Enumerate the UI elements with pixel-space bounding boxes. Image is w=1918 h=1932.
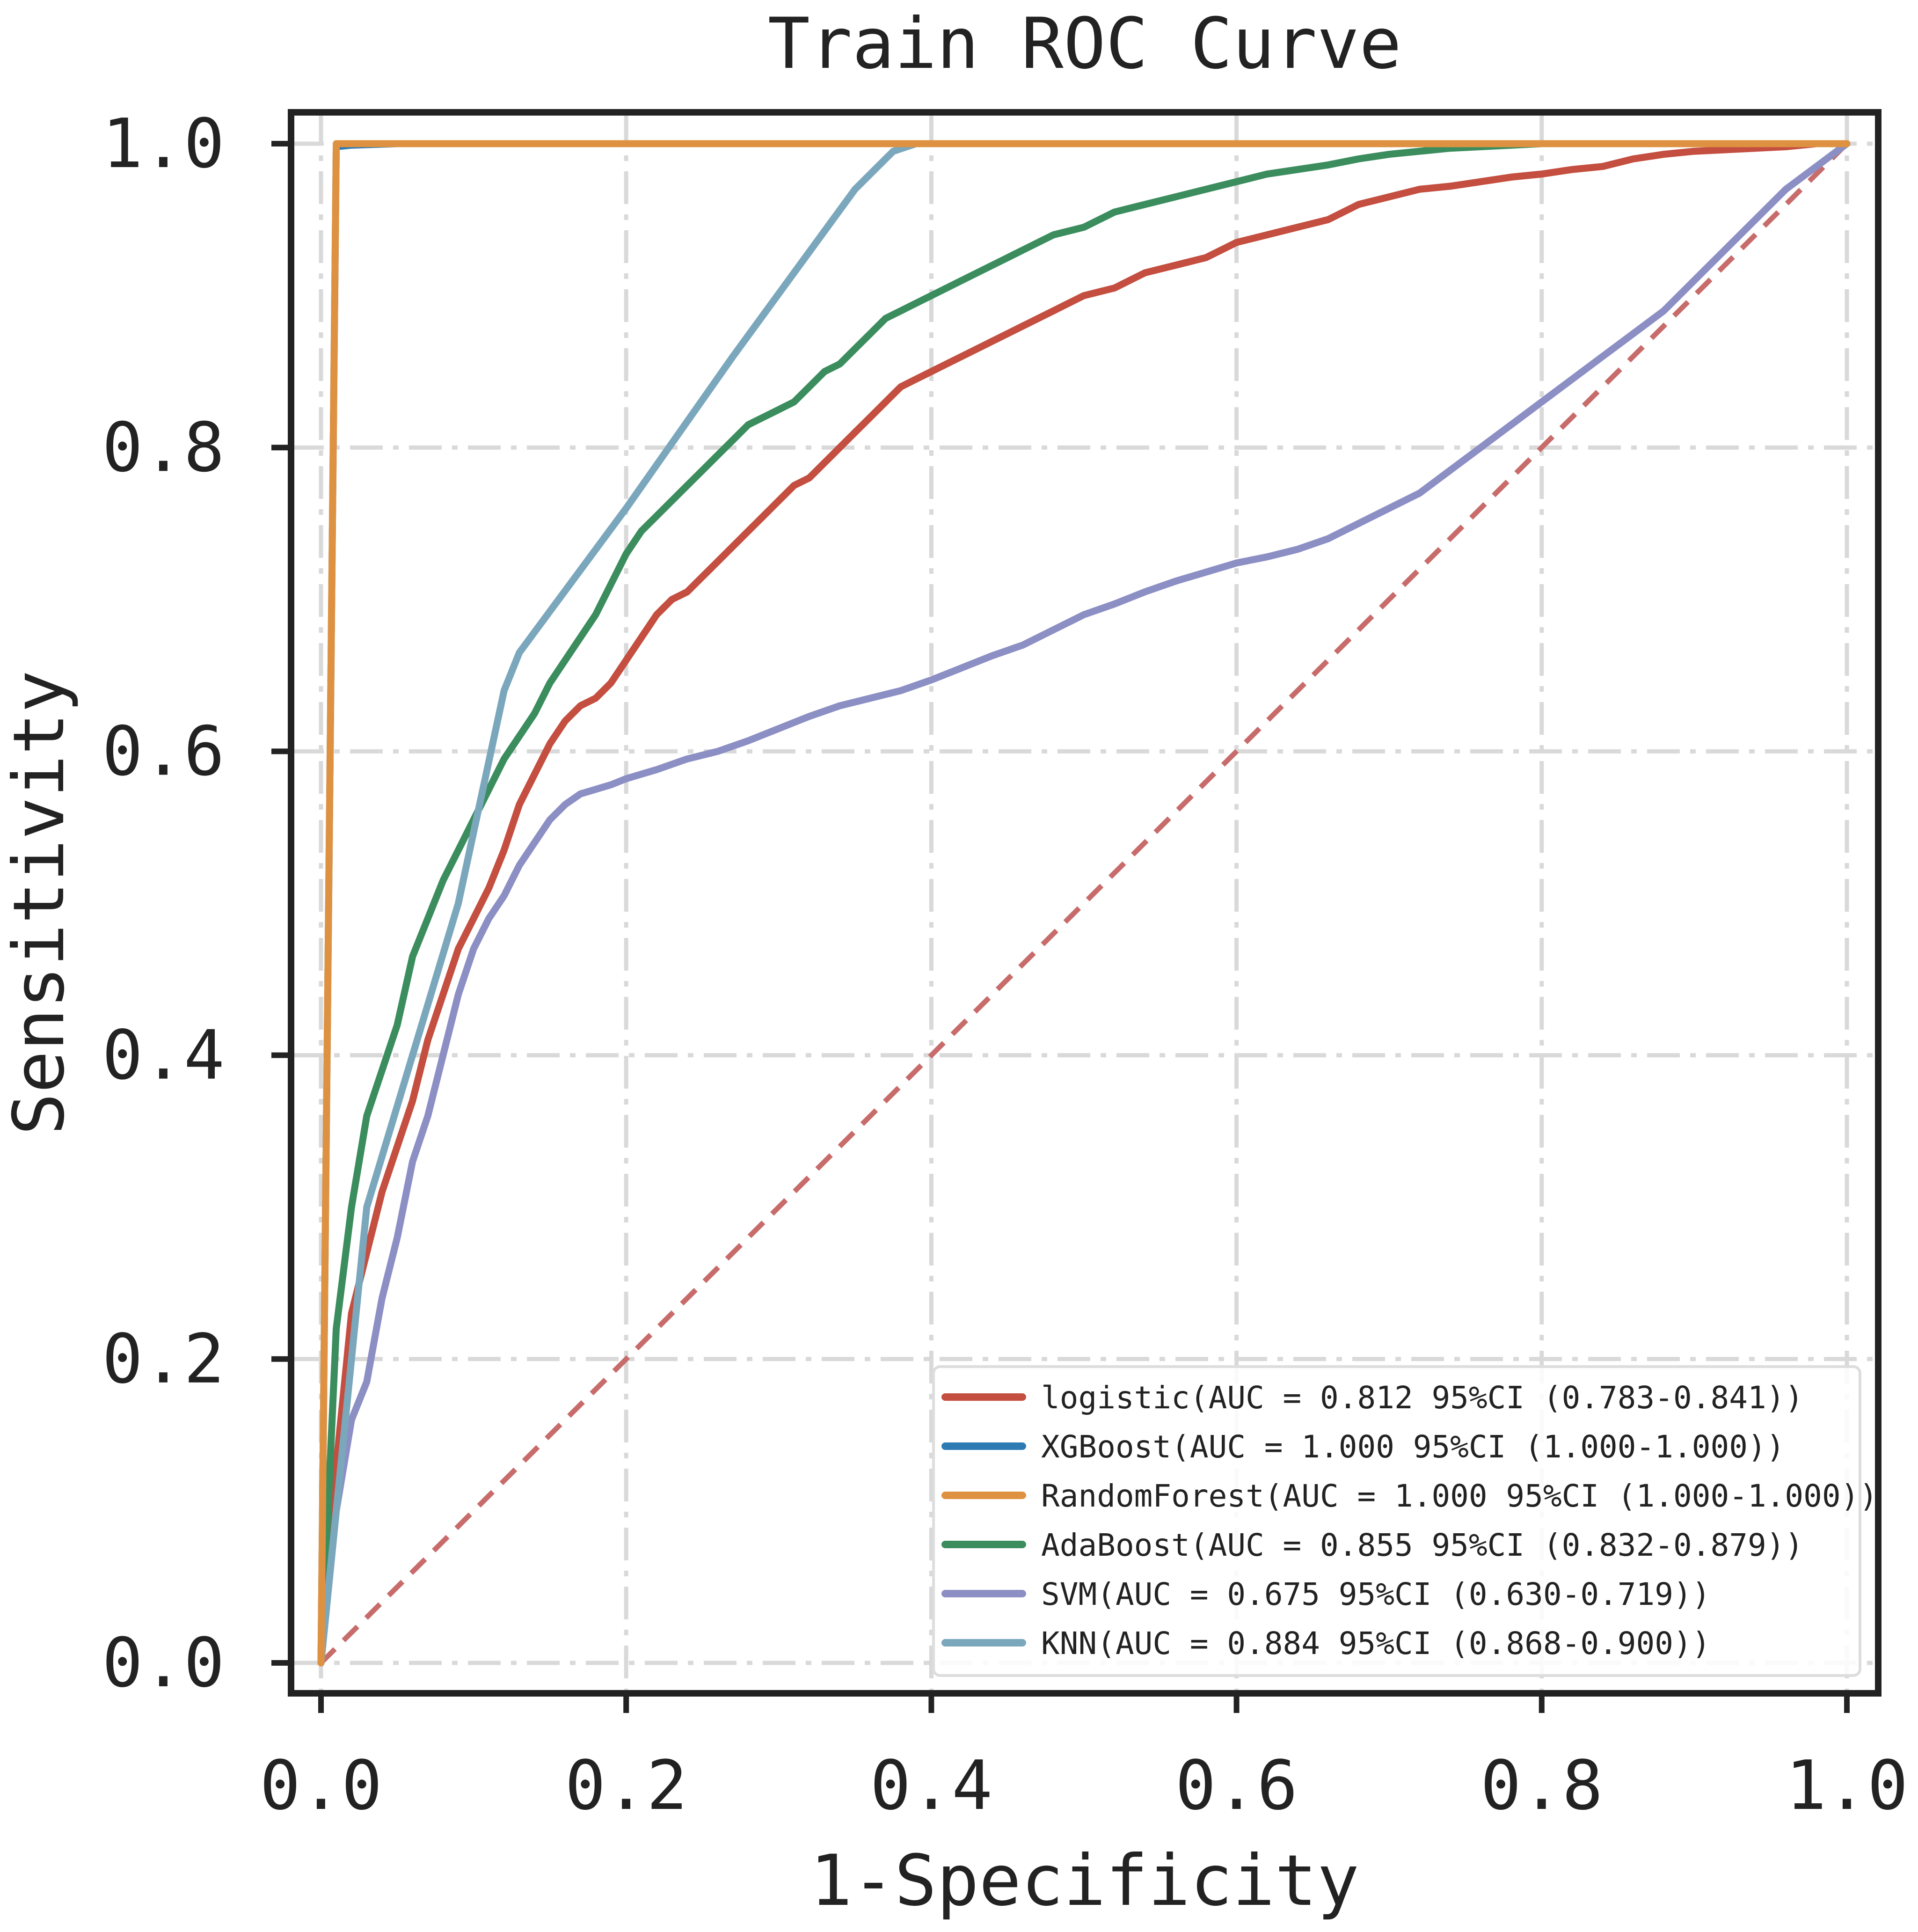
x-tick-label: 0.4 bbox=[870, 1746, 992, 1825]
series-line-logistic bbox=[317, 140, 1851, 1667]
y-tick-label: 0.0 bbox=[102, 1624, 225, 1703]
legend-box bbox=[932, 1365, 1861, 1677]
x-axis-ticks: 0.0 0.2 0.4 0.6 0.8 1.0 bbox=[260, 1693, 1908, 1825]
x-tick-label: 0.8 bbox=[1480, 1746, 1603, 1825]
x-axis-label: 1-Specificity bbox=[810, 1840, 1359, 1922]
x-tick-label: 0.2 bbox=[565, 1746, 687, 1825]
legend: logistic(AUC = 0.812 95%CI (0.783-0.841)… bbox=[932, 1365, 1878, 1677]
legend-label-adaboost: AdaBoost(AUC = 0.855 95%CI (0.832-0.879)… bbox=[1041, 1527, 1803, 1563]
legend-label-randomforest: RandomForest(AUC = 1.000 95%CI (1.000-1.… bbox=[1041, 1478, 1878, 1514]
y-axis-label: Sensitivity bbox=[0, 670, 80, 1135]
legend-label-knn: KNN(AUC = 0.884 95%CI (0.868-0.900)) bbox=[1041, 1625, 1710, 1661]
plot-frame bbox=[288, 109, 1882, 1697]
x-tick-label: 0.6 bbox=[1175, 1746, 1298, 1825]
roc-curves bbox=[317, 140, 1851, 1667]
y-tick-label: 0.6 bbox=[102, 712, 225, 791]
legend-label-logistic: logistic(AUC = 0.812 95%CI (0.783-0.841)… bbox=[1041, 1380, 1803, 1416]
x-tick-label: 1.0 bbox=[1786, 1746, 1908, 1825]
legend-label-svm: SVM(AUC = 0.675 95%CI (0.630-0.719)) bbox=[1041, 1576, 1710, 1612]
grid bbox=[291, 112, 1878, 1693]
series-line-randomforest bbox=[317, 140, 1851, 1667]
y-axis-ticks: 0.0 0.2 0.4 0.6 0.8 1.0 bbox=[102, 104, 291, 1703]
y-tick-label: 0.4 bbox=[102, 1016, 225, 1095]
legend-label-xgboost: XGBoost(AUC = 1.000 95%CI (1.000-1.000)) bbox=[1041, 1429, 1785, 1465]
y-tick-label: 0.8 bbox=[102, 408, 225, 487]
chart-title: Train ROC Curve bbox=[768, 3, 1402, 85]
y-tick-label: 1.0 bbox=[102, 104, 225, 183]
reference-line bbox=[319, 142, 1849, 1665]
y-tick-label: 0.2 bbox=[102, 1320, 225, 1399]
reference-diagonal bbox=[319, 142, 1849, 1665]
series-line-svm bbox=[317, 140, 1851, 1667]
x-tick-label: 0.0 bbox=[260, 1746, 382, 1825]
